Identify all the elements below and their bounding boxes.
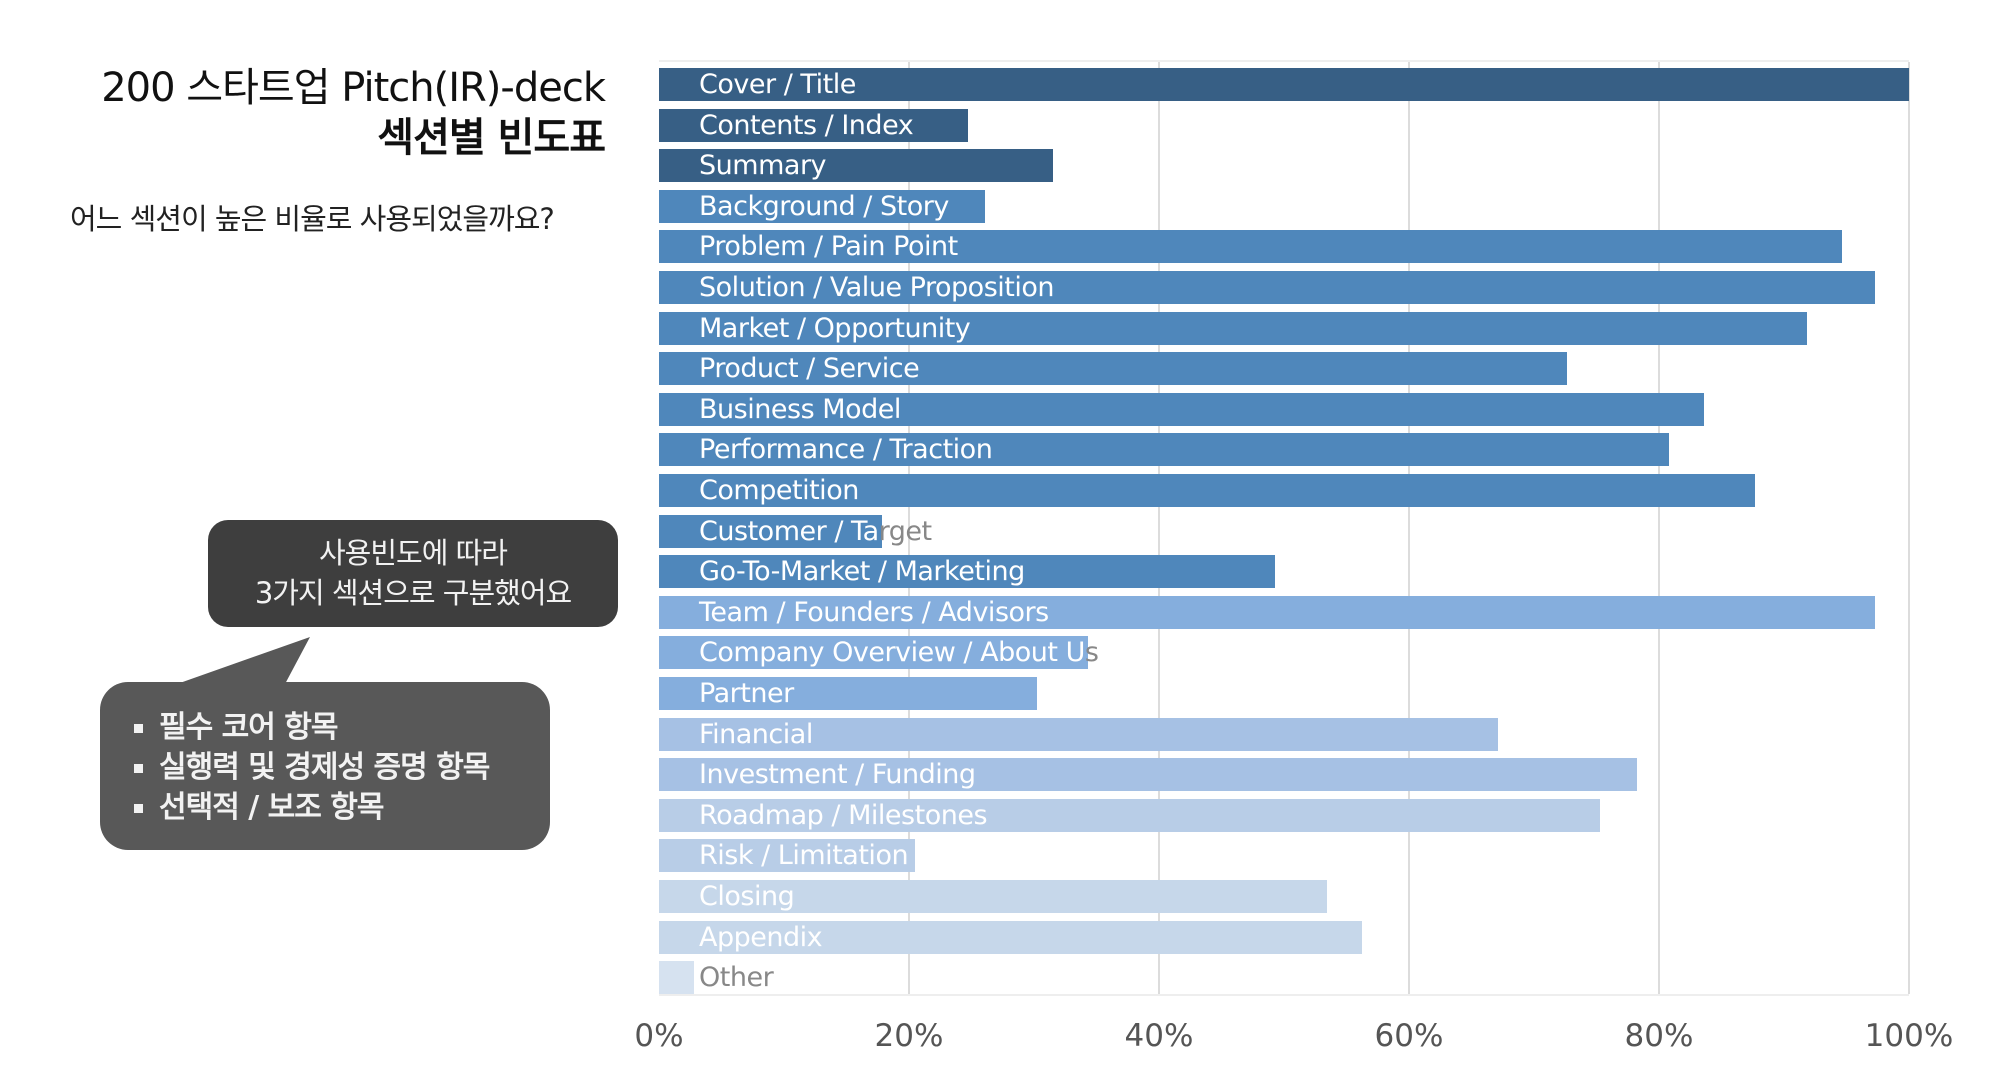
gridline: [1408, 62, 1410, 994]
bar-row: Product / Service: [659, 352, 1909, 386]
bar: [659, 595, 1876, 629]
bar-label: Financial: [699, 718, 813, 750]
gridline: [1158, 62, 1160, 994]
x-tick-label: 20%: [874, 1018, 944, 1054]
callout-item-label: 선택적 / 보조 항목: [159, 790, 384, 825]
title-line-1: 200 스타트업 Pitch(IR)-deck: [101, 65, 606, 111]
bar-label: Go-To-Market / Marketing: [699, 556, 1025, 588]
bar-row: Solution / Value Proposition: [659, 271, 1909, 304]
bar-row: Contents / Index: [659, 108, 1909, 142]
subtitle: 어느 섹션이 높은 비율로 사용되었을까요?: [70, 202, 555, 236]
bar-label: Cover / Title: [699, 69, 856, 100]
bar-label: Company Overview / About Us: [699, 637, 1099, 669]
bar: [659, 352, 1567, 386]
bar-row: Background / Story: [659, 189, 1909, 223]
bar-row: Business Model: [659, 392, 1909, 426]
bullet-icon: [134, 803, 143, 813]
bullet-icon: [134, 723, 143, 733]
x-tick-label: 60%: [1374, 1018, 1444, 1054]
bar-label: Performance / Traction: [699, 434, 993, 466]
bar: [659, 798, 1601, 832]
callout-item: 실행력 및 경제성 증명 항목: [134, 748, 550, 788]
bar-row: Problem / Pain Point: [659, 230, 1909, 264]
bar-row: Partner: [659, 677, 1909, 710]
bar: [659, 230, 1842, 264]
bar: [659, 677, 1037, 710]
bar-label: Contents / Index: [699, 109, 914, 141]
bar-label: Team / Founders / Advisors: [699, 596, 1049, 628]
bar: [659, 636, 1088, 670]
bar-row: Risk / Limitation: [659, 839, 1909, 873]
bar-row: Performance / Traction: [659, 433, 1909, 467]
bar-label: Appendix: [699, 921, 823, 953]
callout-line-2: 3가지 섹션으로 구분했어요: [254, 576, 572, 610]
x-tick-label: 0%: [634, 1018, 684, 1054]
bar-row: Customer / Target: [659, 514, 1909, 548]
bar: [659, 433, 1669, 467]
x-tick-label: 100%: [1864, 1018, 1954, 1054]
bar: [659, 189, 986, 223]
callout-line-1: 사용빈도에 따라: [319, 536, 508, 570]
bar-row: Cover / Title: [659, 68, 1909, 101]
bar: [659, 717, 1498, 751]
bar-label: Roadmap / Milestones: [699, 799, 988, 831]
bar-label: Risk / Limitation: [699, 840, 909, 872]
callout-item-label: 실행력 및 경제성 증명 항목: [159, 750, 490, 785]
bar-row: Appendix: [659, 920, 1909, 954]
bar-label: Market / Opportunity: [699, 312, 971, 344]
bar: [659, 880, 1327, 913]
bar-row: Competition: [659, 474, 1909, 507]
bar-row: Go-To-Market / Marketing: [659, 555, 1909, 589]
bar-label: Investment / Funding: [699, 759, 976, 791]
bar-label: Problem / Pain Point: [699, 231, 958, 263]
bar: [659, 392, 1704, 426]
callout-item-label: 필수 코어 항목: [159, 710, 338, 745]
bar-row: Market / Opportunity: [659, 311, 1909, 345]
bar-chart: Cover / Title Contents / Index Summary Back…: [659, 60, 1910, 996]
page-title: 200 스타트업 Pitch(IR)-deck 섹션별 빈도표: [60, 63, 606, 163]
bar-row: Closing: [659, 880, 1909, 913]
bar: [659, 758, 1637, 792]
bar-row: Team / Founders / Advisors: [659, 595, 1909, 629]
bar-label: Summary: [699, 150, 827, 182]
bar: [659, 474, 1756, 507]
bar: [659, 839, 916, 873]
bar: [659, 108, 968, 142]
bar-label: Closing: [699, 881, 795, 912]
bar-label: Solution / Value Proposition: [699, 272, 1055, 303]
title-line-2: 섹션별 빈도표: [377, 115, 606, 161]
x-tick-label: 80%: [1624, 1018, 1694, 1054]
gridline: [908, 62, 910, 994]
bar-row: Company Overview / About Us: [659, 636, 1909, 670]
bar: [659, 68, 1909, 101]
bar-label: Business Model: [699, 393, 901, 425]
bar-row: Roadmap / Milestones: [659, 798, 1909, 832]
bar-row: Investment / Funding: [659, 758, 1909, 792]
bar: [659, 514, 882, 548]
bar: [659, 555, 1276, 589]
bar-label: Partner: [699, 678, 794, 709]
bar: [659, 149, 1053, 183]
callout-item: 필수 코어 항목: [134, 708, 550, 748]
bar-label: Competition: [699, 475, 859, 506]
bar-label: Other: [699, 962, 774, 994]
bar-label: Customer / Target: [699, 515, 932, 547]
callout-bubble-top: 사용빈도에 따라 3가지 섹션으로 구분했어요: [208, 520, 618, 627]
bar: [659, 961, 694, 995]
gridline: [1908, 62, 1910, 994]
bar-label: Product / Service: [699, 353, 920, 385]
callout-tail: [177, 637, 310, 684]
bar: [659, 271, 1876, 304]
bar-row: Financial: [659, 717, 1909, 751]
gridline: [1658, 62, 1660, 994]
bar: [659, 920, 1362, 954]
callout-bubble-list: 필수 코어 항목 실행력 및 경제성 증명 항목 선택적 / 보조 항목: [100, 682, 550, 850]
bar-row: Other: [659, 961, 1909, 995]
bar-row: Summary: [659, 149, 1909, 183]
bullet-icon: [134, 763, 143, 773]
bar-label: Background / Story: [699, 190, 949, 222]
bar: [659, 311, 1807, 345]
callout-item: 선택적 / 보조 항목: [134, 788, 550, 828]
x-tick-label: 40%: [1124, 1018, 1194, 1054]
